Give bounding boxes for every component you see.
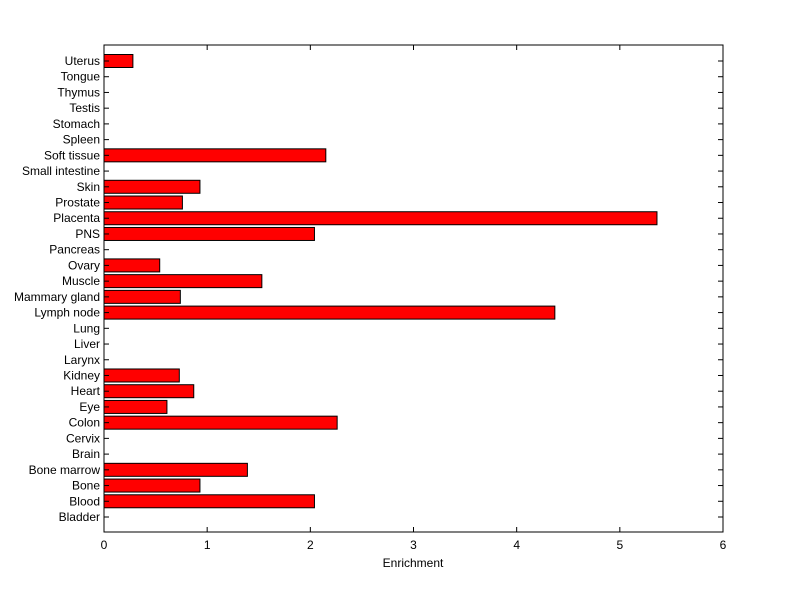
bar-lymph-node xyxy=(103,305,556,320)
y-tick-label: Spleen xyxy=(63,133,100,147)
bar-ovary xyxy=(103,258,161,273)
y-tick-label: Heart xyxy=(71,384,101,398)
bar-skin xyxy=(103,179,201,194)
y-tick-label: Skin xyxy=(77,180,100,194)
y-tick-label: Colon xyxy=(69,416,100,430)
bar-eye xyxy=(103,399,168,414)
y-tick-label: Brain xyxy=(72,447,100,461)
bar-colon xyxy=(103,415,338,430)
y-tick-label: Bone marrow xyxy=(29,463,101,477)
y-tick-label: Tongue xyxy=(61,70,101,84)
bar-mammary-gland xyxy=(103,289,181,304)
ticks-layer xyxy=(103,45,724,532)
y-tick-label: Lymph node xyxy=(34,306,100,320)
y-tick-label: Stomach xyxy=(53,117,100,131)
y-tick-label: Cervix xyxy=(66,431,100,445)
bar-pns xyxy=(103,226,315,241)
y-tick-label: Bladder xyxy=(59,510,100,524)
y-tick-label: Prostate xyxy=(55,196,100,210)
plot-frame xyxy=(103,44,724,533)
bar-soft-tissue xyxy=(103,148,327,163)
y-tick-label: Bone xyxy=(72,479,100,493)
y-tick-label: Mammary gland xyxy=(14,290,100,304)
bars-layer xyxy=(103,54,658,509)
y-tick-label: Soft tissue xyxy=(44,148,100,162)
y-tick-label: Muscle xyxy=(62,274,100,288)
x-axis-label: Enrichment xyxy=(383,556,444,570)
x-tick-label: 6 xyxy=(720,538,727,552)
y-tick-label: Blood xyxy=(69,494,100,508)
y-tick-label: Eye xyxy=(79,400,100,414)
x-tick-label: 3 xyxy=(410,538,417,552)
y-tick-label: Larynx xyxy=(64,353,100,367)
y-tick-label: Uterus xyxy=(65,54,100,68)
x-tick-label: 4 xyxy=(513,538,520,552)
y-tick-label: Kidney xyxy=(63,368,100,382)
y-tick-label: Placenta xyxy=(53,211,100,225)
y-tick-label: Ovary xyxy=(68,258,100,272)
y-tick-label: Testis xyxy=(69,101,100,115)
x-tick-label: 0 xyxy=(101,538,108,552)
y-tick-label: Small intestine xyxy=(22,164,100,178)
bar-muscle xyxy=(103,274,263,289)
bar-placenta xyxy=(103,211,658,226)
x-tick-label: 5 xyxy=(616,538,623,552)
bar-prostate xyxy=(103,195,183,210)
bar-bone xyxy=(103,478,201,493)
bar-heart xyxy=(103,384,195,399)
y-tick-label: Pancreas xyxy=(49,243,100,257)
bar-blood xyxy=(103,494,315,509)
y-tick-label: Thymus xyxy=(57,85,100,99)
y-tick-label: PNS xyxy=(75,227,100,241)
y-tick-label: Lung xyxy=(73,321,100,335)
bar-kidney xyxy=(103,368,180,383)
x-tick-label: 2 xyxy=(307,538,314,552)
x-tick-label: 1 xyxy=(204,538,211,552)
y-tick-label: Liver xyxy=(74,337,100,351)
bar-bone-marrow xyxy=(103,462,248,477)
